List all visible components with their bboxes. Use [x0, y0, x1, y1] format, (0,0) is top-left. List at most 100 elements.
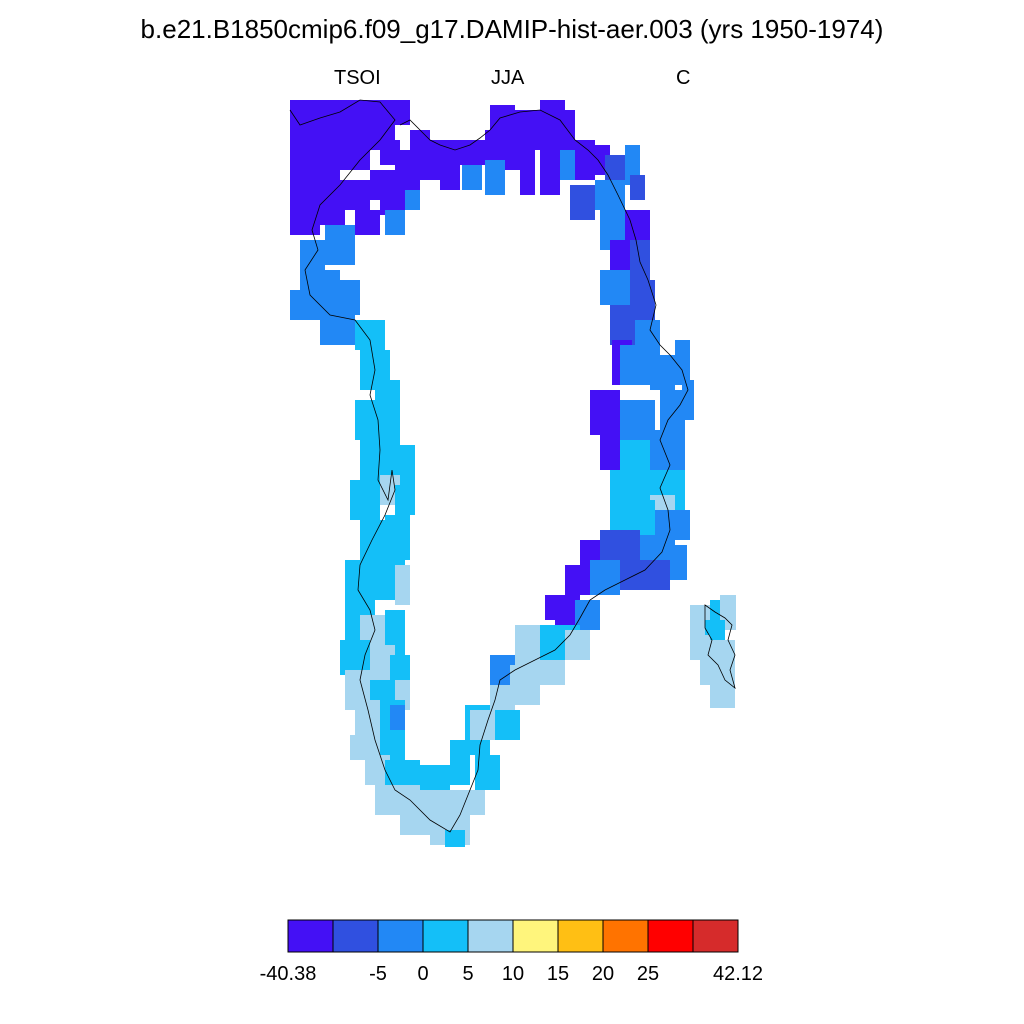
map-cell [350, 480, 380, 520]
map-cell [540, 150, 560, 195]
colorbar-box [647, 919, 694, 953]
map-cell [682, 380, 694, 420]
map-cell [460, 140, 485, 165]
colorbar-tick-label: 15 [547, 963, 569, 985]
colorbar-box [512, 919, 559, 953]
map-cell [445, 830, 465, 847]
map-cell [320, 315, 355, 345]
map-cell [385, 515, 410, 560]
colorbar-box [467, 919, 514, 953]
map-cell [395, 565, 410, 605]
map-cell [600, 530, 640, 565]
map-cell [420, 765, 450, 790]
map-cell [670, 545, 687, 580]
map-cell [355, 320, 385, 350]
map-cell [540, 660, 565, 685]
map-cell [400, 810, 435, 835]
map-cells [290, 100, 736, 847]
map-cell [355, 210, 380, 235]
figure-title: b.e21.B1850cmip6.f09_g17.DAMIP-hist-aer.… [140, 14, 884, 44]
map-cell [290, 140, 340, 200]
colorbar-boxes [287, 919, 739, 953]
map-cell [325, 225, 355, 265]
map-cell [395, 485, 415, 515]
colorbar-labels: -40.38 -5 0 5 10 15 20 25 42.12 [260, 963, 763, 985]
map-cell [300, 240, 325, 270]
map-cell [690, 635, 710, 660]
map-cell [360, 520, 385, 560]
colorbar-box [332, 919, 379, 953]
units-label: C [676, 67, 691, 89]
colorbar-tick-label: 20 [592, 963, 614, 985]
map-cell [570, 185, 595, 220]
map-cell [360, 440, 390, 480]
map-cell [475, 755, 500, 790]
colorbar-tick-label: -5 [369, 963, 387, 985]
map-cell [560, 150, 575, 180]
map-cell [610, 305, 635, 345]
map-cell [575, 140, 595, 180]
map-cell [405, 190, 420, 210]
map-cell [462, 165, 482, 190]
map-cell [470, 710, 495, 740]
colorbar-box [557, 919, 604, 953]
map-cell [340, 130, 370, 170]
variable-label: TSOI [334, 67, 381, 89]
map-cell [610, 240, 630, 270]
map-cell [460, 790, 485, 815]
colorbar-box [602, 919, 649, 953]
map-cell [380, 140, 400, 165]
map-cell [520, 140, 535, 195]
map-cell [385, 210, 405, 235]
map-cell [610, 500, 655, 535]
map-cell [630, 175, 645, 200]
map-cell [625, 210, 650, 240]
map-cell [535, 120, 560, 150]
map-cell [600, 270, 630, 305]
map-cell [595, 180, 625, 210]
map-cell [675, 340, 690, 385]
colorbar-tick-label: 5 [462, 963, 473, 985]
colorbar-tick-label: 42.12 [713, 963, 763, 985]
map-cell [440, 165, 460, 190]
map-cell [390, 705, 405, 730]
iceland-coastline [704, 604, 736, 690]
map-cell [345, 560, 380, 600]
greenland-coastline [289, 99, 689, 833]
map-cell [385, 610, 405, 655]
colorbar-tick-label: 10 [502, 963, 524, 985]
map-cell [485, 160, 505, 195]
map-cell [495, 710, 520, 740]
map-cell [395, 100, 410, 125]
map-cell [610, 470, 650, 505]
colorbar-tick-label: -40.38 [260, 963, 317, 985]
map-cell [620, 345, 650, 385]
map-cell [620, 560, 670, 590]
colorbar-tick-label: 25 [637, 963, 659, 985]
map-cell [390, 655, 410, 685]
colorbar-box [692, 919, 739, 953]
map-cell [565, 630, 590, 660]
map-cell [290, 200, 320, 235]
map-cell [600, 430, 620, 470]
map-cell [565, 565, 590, 595]
map-cell [340, 640, 370, 675]
season-label: JJA [491, 67, 525, 89]
map-cell [320, 195, 345, 225]
map-cell [620, 400, 655, 440]
map-cell [590, 390, 620, 435]
map-cell [430, 140, 460, 165]
colorbar-box [377, 919, 424, 953]
map-cell [650, 355, 675, 390]
map-cell [510, 665, 540, 705]
colorbar-box [287, 919, 334, 953]
map-cell [330, 280, 360, 315]
map-cell [515, 625, 540, 665]
colorbar-tick-label: 0 [417, 963, 428, 985]
colorbar-box [422, 919, 469, 953]
map-cell [540, 100, 565, 120]
map-cell [590, 560, 620, 595]
map-cell [660, 390, 685, 430]
